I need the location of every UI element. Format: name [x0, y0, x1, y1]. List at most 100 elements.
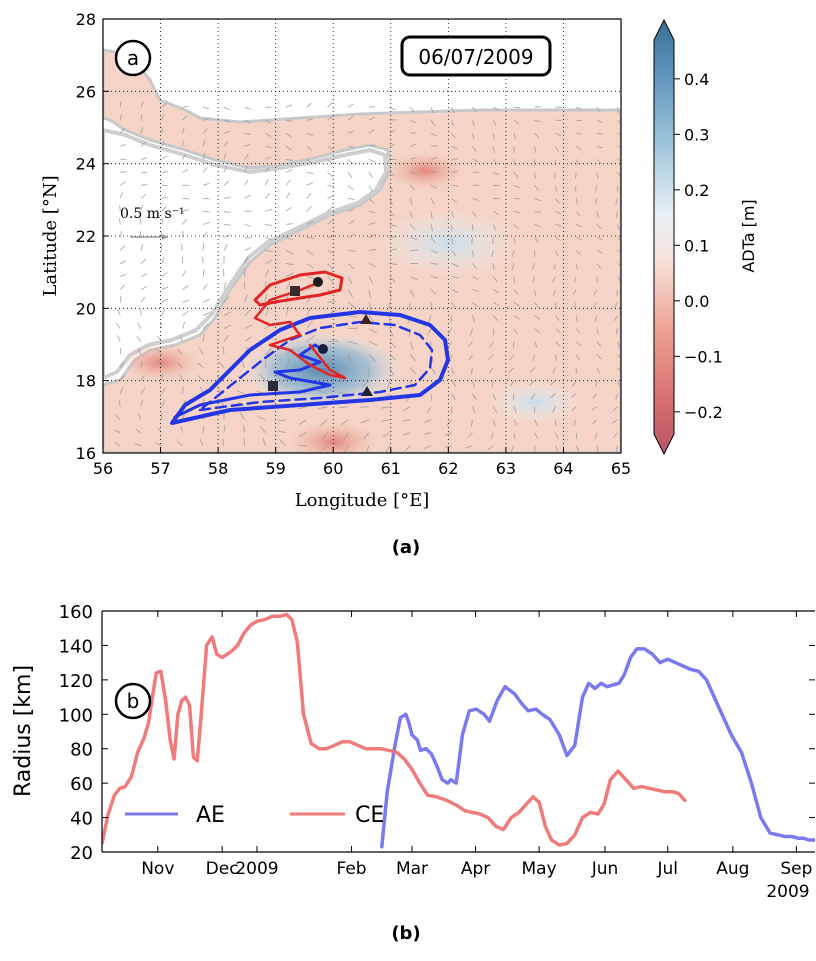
velocity-arrow	[285, 223, 294, 225]
velocity-arrow	[488, 354, 494, 360]
velocity-arrow	[316, 366, 328, 369]
velocity-arrow	[368, 328, 378, 334]
velocity-arrow	[573, 419, 577, 426]
velocity-arrow	[241, 359, 246, 368]
velocity-arrow	[534, 289, 536, 297]
velocity-arrow	[389, 341, 397, 348]
velocity-arrow	[202, 283, 208, 290]
velocity-arrow	[327, 250, 335, 255]
velocity-arrow	[617, 158, 621, 162]
velocity-arrow	[161, 114, 165, 121]
velocity-arrow	[575, 354, 581, 361]
velocity-arrow	[492, 406, 498, 413]
velocity-arrow	[571, 406, 577, 412]
velocity-arrow	[181, 321, 186, 329]
velocity-arrow	[181, 139, 185, 147]
velocity-arrow	[513, 406, 517, 414]
velocity-arrow	[203, 106, 210, 110]
velocity-arrow	[259, 373, 266, 381]
velocity-arrow	[279, 439, 287, 447]
velocity-arrow	[119, 114, 123, 121]
velocity-arrow	[575, 223, 583, 228]
velocity-arrow	[120, 143, 127, 147]
velocity-arrow	[306, 263, 314, 269]
anticyclone-track	[173, 343, 332, 419]
velocity-arrow	[179, 334, 183, 342]
velocity-arrow	[223, 180, 230, 186]
velocity-arrow	[262, 438, 266, 446]
velocity-arrow	[347, 219, 355, 225]
velocity-arrow	[595, 198, 598, 205]
velocity-arrow	[161, 271, 168, 277]
velocity-arrow	[347, 172, 353, 179]
velocity-arrow	[404, 445, 411, 452]
velocity-arrow	[592, 393, 598, 399]
line-xtick-label: Nov	[141, 859, 174, 879]
velocity-arrow	[492, 210, 500, 216]
velocity-arrow	[348, 208, 356, 212]
velocity-arrow	[595, 185, 598, 192]
velocity-arrow	[180, 243, 183, 251]
velocity-arrow	[426, 406, 432, 414]
velocity-arrow	[492, 159, 498, 165]
velocity-arrow	[409, 289, 415, 297]
velocity-arrow	[389, 248, 397, 251]
velocity-arrow	[180, 425, 183, 433]
line-ytick-label: 40	[70, 809, 93, 830]
velocity-arrow	[596, 106, 601, 113]
velocity-arrow	[119, 128, 125, 134]
velocity-arrow	[140, 296, 146, 303]
velocity-arrow	[512, 341, 515, 349]
velocity-arrow	[424, 445, 432, 450]
velocity-arrow	[120, 171, 127, 173]
velocity-arrow	[410, 132, 417, 134]
caption-b: (b)	[391, 923, 420, 944]
velocity-arrow	[306, 220, 314, 225]
velocity-arrow	[381, 406, 390, 409]
velocity-arrow	[202, 167, 208, 173]
velocity-arrow	[306, 102, 312, 108]
velocity-arrow	[444, 432, 452, 436]
velocity-arrow	[430, 367, 436, 375]
colorbar-tick-label: 0.1	[684, 236, 709, 255]
velocity-arrow	[572, 380, 577, 387]
velocity-arrow	[513, 159, 516, 166]
velocity-arrow	[594, 432, 598, 439]
velocity-arrow	[451, 393, 456, 401]
caption-a: (a)	[392, 537, 421, 558]
velocity-arrow	[509, 354, 515, 361]
velocity-arrow	[327, 195, 335, 199]
velocity-arrow	[244, 106, 251, 110]
velocity-arrow	[576, 132, 583, 135]
velocity-arrow	[306, 171, 314, 174]
velocity-arrow	[368, 106, 376, 108]
velocity-arrow	[236, 390, 245, 395]
velocity-arrow	[317, 390, 328, 395]
velocity-arrow	[181, 386, 184, 394]
velocity-arrow	[534, 172, 537, 179]
velocity-arrow	[388, 302, 391, 311]
velocity-arrow	[327, 171, 334, 177]
panel-a-letter: a	[127, 46, 139, 70]
velocity-arrow	[513, 315, 520, 320]
velocity-arrow	[534, 302, 540, 309]
velocity-arrow	[612, 419, 618, 424]
velocity-arrow	[338, 392, 349, 395]
velocity-arrow	[472, 393, 477, 400]
velocity-arrow	[285, 306, 290, 316]
velocity-arrow	[385, 445, 391, 453]
velocity-arrow	[554, 432, 559, 439]
velocity-arrow	[285, 250, 294, 255]
velocity-arrow	[140, 101, 144, 108]
velocity-arrow	[534, 328, 540, 334]
eddy-markers	[268, 277, 373, 396]
velocity-arrow	[389, 143, 396, 147]
velocity-arrow	[348, 315, 358, 318]
velocity-arrow	[492, 146, 495, 153]
velocity-arrow	[285, 158, 293, 162]
velocity-arrow	[451, 276, 459, 279]
velocity-arrow	[363, 432, 370, 440]
velocity-arrow	[409, 198, 413, 206]
velocity-arrow	[555, 341, 561, 347]
